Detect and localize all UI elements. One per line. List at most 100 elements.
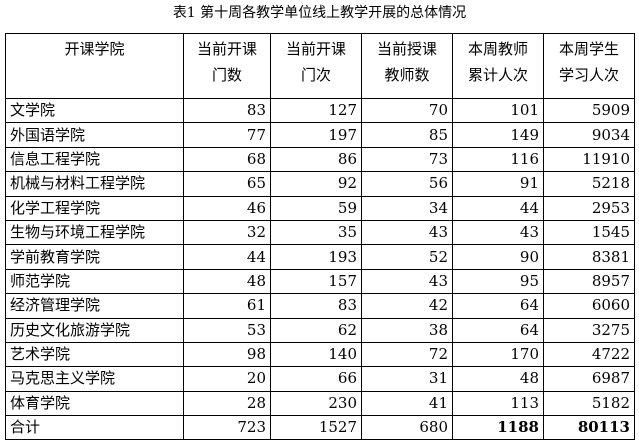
value-cell: 70 [361,97,453,124]
value-cell: 44 [183,244,271,270]
value-cell: 98 [183,341,271,368]
value-cell: 64 [452,317,544,343]
value-cell: 116 [452,146,544,173]
value-cell: 157 [270,268,362,295]
summary-table: 开课学院 当前开课 门数 当前开课 门次 当前授课 教师数 本周教师 累计人次 本周学生 学习人次 … [5,33,635,441]
college-name-cell: 文学院 [5,97,184,124]
college-name-cell: 化学工程学院 [5,195,184,221]
value-cell: 6060 [543,293,635,319]
value-cell: 62 [270,317,362,343]
value-cell: 90 [452,244,544,270]
value-cell: 32 [183,219,271,246]
college-name-cell: 经济管理学院 [5,293,184,319]
value-cell: 44 [452,195,544,221]
value-cell: 92 [270,171,362,197]
table-row: 体育学院 28 230 41 113 5182 [5,390,635,417]
value-cell: 230 [270,390,362,417]
table-row: 马克思主义学院 20 66 31 48 6987 [5,366,635,392]
column-header-line: 累计人次 [467,66,528,84]
value-cell: 149 [452,122,544,148]
table-row: 文学院 83 127 70 101 5909 [5,97,635,124]
value-cell: 66 [270,366,362,392]
column-header-line: 本周学生 [558,40,619,58]
value-cell: 48 [183,268,271,295]
value-cell: 31 [361,366,453,392]
value-cell: 68 [183,146,271,173]
value-cell: 56 [361,171,453,197]
value-cell: 59 [270,195,362,221]
value-cell: 6987 [543,366,635,392]
value-cell: 65 [183,171,271,197]
column-header-line: 当前开课 [285,40,346,58]
college-name-cell: 外国语学院 [5,122,184,148]
table-row: 学前教育学院 44 193 52 90 8381 [5,244,635,270]
column-header: 本周教师 累计人次 [452,33,544,99]
column-header-line: 当前授课 [376,40,437,58]
value-cell: 85 [361,122,453,148]
column-header-line: 教师数 [384,66,430,84]
value-cell: 86 [270,146,362,173]
college-name-cell: 学前教育学院 [5,244,184,270]
total-row: 合计 723 1527 680 1188 80113 [5,415,635,441]
column-header: 本周学生 学习人次 [543,33,635,99]
value-cell: 20 [183,366,271,392]
value-cell: 1545 [543,219,635,246]
table-row: 化学工程学院 46 59 34 44 2953 [5,195,635,221]
value-cell: 52 [361,244,453,270]
value-cell: 83 [183,97,271,124]
value-cell: 42 [361,293,453,319]
value-cell: 5182 [543,390,635,417]
value-cell: 11910 [543,146,635,173]
table-row: 师范学院 48 157 43 95 8957 [5,268,635,295]
value-cell: 680 [361,415,453,441]
value-cell: 8957 [543,268,635,295]
value-cell: 197 [270,122,362,148]
college-name-cell: 体育学院 [5,390,184,417]
column-header-line: 学习人次 [558,66,619,84]
value-cell: 34 [361,195,453,221]
column-header-line: 门次 [300,66,331,84]
column-header: 开课学院 [5,33,184,99]
college-name-cell: 机械与材料工程学院 [5,171,184,197]
college-name-cell: 历史文化旅游学院 [5,317,184,343]
value-cell: 140 [270,341,362,368]
column-header-line: 门数 [211,66,242,84]
college-name-cell: 生物与环境工程学院 [5,219,184,246]
value-cell: 43 [452,219,544,246]
value-cell: 64 [452,293,544,319]
column-header: 当前授课 教师数 [361,33,453,99]
column-header-line: 开课学院 [64,40,125,58]
column-header: 当前开课 门次 [270,33,362,99]
value-cell: 5218 [543,171,635,197]
column-header: 当前开课 门数 [183,33,271,99]
value-cell: 1527 [270,415,362,441]
header-row: 开课学院 当前开课 门数 当前开课 门次 当前授课 教师数 本周教师 累计人次 本周学生 学习人次 [5,33,635,99]
value-cell: 53 [183,317,271,343]
table-row: 生物与环境工程学院 32 35 43 43 1545 [5,219,635,246]
value-cell: 35 [270,219,362,246]
table-row: 机械与材料工程学院 65 92 56 91 5218 [5,171,635,197]
value-cell: 127 [270,97,362,124]
value-cell: 73 [361,146,453,173]
value-cell: 91 [452,171,544,197]
value-cell: 8381 [543,244,635,270]
table-row: 艺术学院 98 140 72 170 4722 [5,341,635,368]
value-cell: 101 [452,97,544,124]
value-cell: 61 [183,293,271,319]
table-row: 外国语学院 77 197 85 149 9034 [5,122,635,148]
value-cell: 77 [183,122,271,148]
college-name-cell: 马克思主义学院 [5,366,184,392]
value-cell: 3275 [543,317,635,343]
value-cell: 41 [361,390,453,417]
college-name-cell: 信息工程学院 [5,146,184,173]
table-row: 经济管理学院 61 83 42 64 6060 [5,293,635,319]
college-name-cell: 师范学院 [5,268,184,295]
value-cell: 170 [452,341,544,368]
value-cell: 723 [183,415,271,441]
value-cell: 38 [361,317,453,343]
value-cell: 113 [452,390,544,417]
value-cell: 46 [183,195,271,221]
value-cell: 43 [361,268,453,295]
table-row: 历史文化旅游学院 53 62 38 64 3275 [5,317,635,343]
value-cell: 4722 [543,341,635,368]
